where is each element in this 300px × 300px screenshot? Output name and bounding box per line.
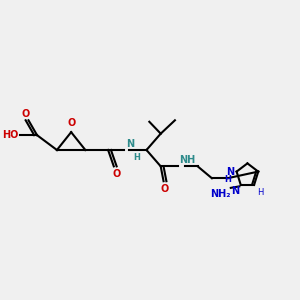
Text: O: O [112,169,121,179]
Text: NH: NH [179,155,195,165]
Text: N: N [226,167,234,177]
Text: O: O [67,118,75,128]
Text: N: N [127,139,135,148]
Text: HO: HO [2,130,19,140]
Text: H: H [257,188,263,197]
Text: O: O [22,109,30,119]
Text: NH₂: NH₂ [210,189,231,199]
Text: H: H [224,175,231,184]
Text: H: H [134,153,141,162]
Text: O: O [161,184,169,194]
Text: N: N [231,186,239,197]
